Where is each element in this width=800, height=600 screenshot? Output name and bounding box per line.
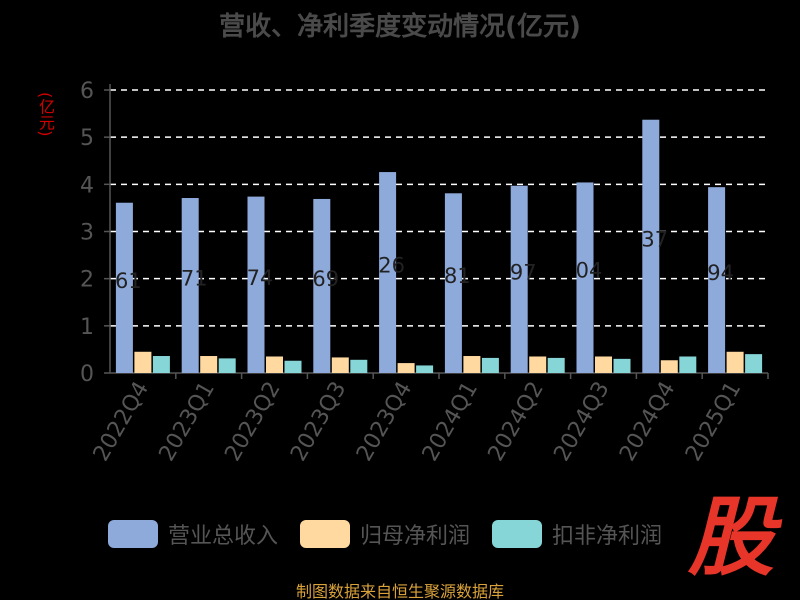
- data-label: 74: [247, 266, 274, 290]
- x-tick-label: 2024Q4: [615, 378, 680, 466]
- grid-layer: [110, 89, 768, 327]
- bar-1-2023Q3: [331, 357, 349, 373]
- legend-swatch-deducted-profit: [492, 520, 543, 548]
- bar-0-2024Q1: [444, 193, 462, 373]
- bar-1-2023Q1: [200, 356, 218, 373]
- data-label: 37: [641, 227, 668, 251]
- bar-1-2024Q4: [660, 360, 678, 373]
- bar-2-2023Q4: [416, 365, 434, 373]
- bar-0-2023Q3: [313, 198, 331, 373]
- bar-2-2023Q3: [350, 359, 368, 373]
- bar-layer: [115, 119, 763, 373]
- legend-item-revenue[interactable]: 营业总收入: [108, 518, 278, 550]
- x-tick-label: 2023Q2: [220, 378, 285, 466]
- legend-item-net-profit[interactable]: 归母净利润: [300, 518, 470, 550]
- legend-swatch-net-profit: [300, 520, 351, 548]
- bar-0-2023Q1: [181, 198, 199, 373]
- y-tick-label: 4: [80, 173, 94, 198]
- bar-2-2024Q1: [481, 357, 499, 373]
- bar-0-2022Q4: [115, 202, 133, 373]
- bar-0-2024Q3: [576, 182, 594, 373]
- bar-2-2023Q2: [284, 360, 302, 373]
- bar-0-2024Q2: [510, 185, 528, 373]
- legend-swatch-revenue: [108, 520, 158, 548]
- bar-2-2024Q2: [547, 357, 565, 373]
- data-label-layer: 61 71 74 69 26 81 97 04 37 94: [115, 227, 734, 293]
- data-label: 69: [312, 267, 339, 291]
- y-tick-label: 5: [80, 126, 94, 151]
- bar-0-2023Q2: [247, 196, 265, 373]
- data-label: 26: [378, 254, 405, 278]
- x-tick-label: 2022Q4: [89, 378, 154, 466]
- legend-item-deducted-profit[interactable]: 扣非净利润: [492, 518, 662, 550]
- x-tick-label: 2023Q3: [286, 378, 351, 466]
- bar-2-2024Q3: [613, 358, 631, 373]
- bar-0-2023Q4: [379, 172, 397, 373]
- x-tick-label: 2024Q2: [484, 378, 549, 466]
- legend-label-revenue: 营业总收入: [168, 524, 279, 549]
- bar-1-2024Q3: [595, 356, 612, 373]
- bar-1-2023Q2: [266, 356, 283, 373]
- bar-1-2024Q2: [529, 356, 547, 373]
- bar-1-2023Q4: [397, 363, 415, 373]
- x-tick-label: 2023Q4: [352, 378, 417, 466]
- y-axis-unit-label: (亿元): [36, 92, 55, 137]
- bar-2-2024Q4: [679, 356, 697, 373]
- data-label: 81: [444, 264, 471, 288]
- source-note: 制图数据来自恒生聚源数据库: [295, 582, 504, 600]
- data-label: 71: [181, 267, 208, 291]
- legend-label-net-profit: 归母净利润: [360, 524, 471, 549]
- bar-1-2025Q1: [726, 351, 744, 373]
- x-tick-label: 2024Q3: [549, 378, 614, 466]
- data-label: 61: [115, 269, 142, 293]
- x-tick-label: 2025Q1: [681, 378, 746, 466]
- legend-label-deducted-profit: 扣非净利润: [552, 524, 663, 549]
- data-label: 94: [707, 261, 734, 285]
- bar-1-2024Q1: [463, 356, 481, 373]
- y-tick-label: 3: [80, 221, 94, 246]
- bar-0-2024Q4: [642, 119, 660, 373]
- y-tick-label: 0: [80, 362, 94, 387]
- x-tick-label: 2023Q1: [155, 378, 220, 466]
- bar-2-2022Q4: [152, 356, 170, 373]
- data-label: 04: [576, 259, 603, 283]
- y-tick-label: 2: [80, 268, 94, 293]
- bar-2-2025Q1: [745, 354, 763, 373]
- y-tick-label: 6: [80, 79, 94, 104]
- logo-mark: 股: [688, 488, 774, 588]
- legend: 营业总收入 归母净利润 扣非净利润: [108, 518, 684, 550]
- bar-2-2023Q1: [218, 358, 236, 373]
- y-tick-label: 1: [80, 315, 94, 340]
- chart-title: 营收、净利季度变动情况(亿元): [219, 12, 581, 42]
- bar-1-2022Q4: [134, 351, 152, 373]
- bar-0-2025Q1: [708, 187, 726, 373]
- data-label: 97: [510, 260, 537, 284]
- x-tick-label: 2024Q1: [418, 378, 483, 466]
